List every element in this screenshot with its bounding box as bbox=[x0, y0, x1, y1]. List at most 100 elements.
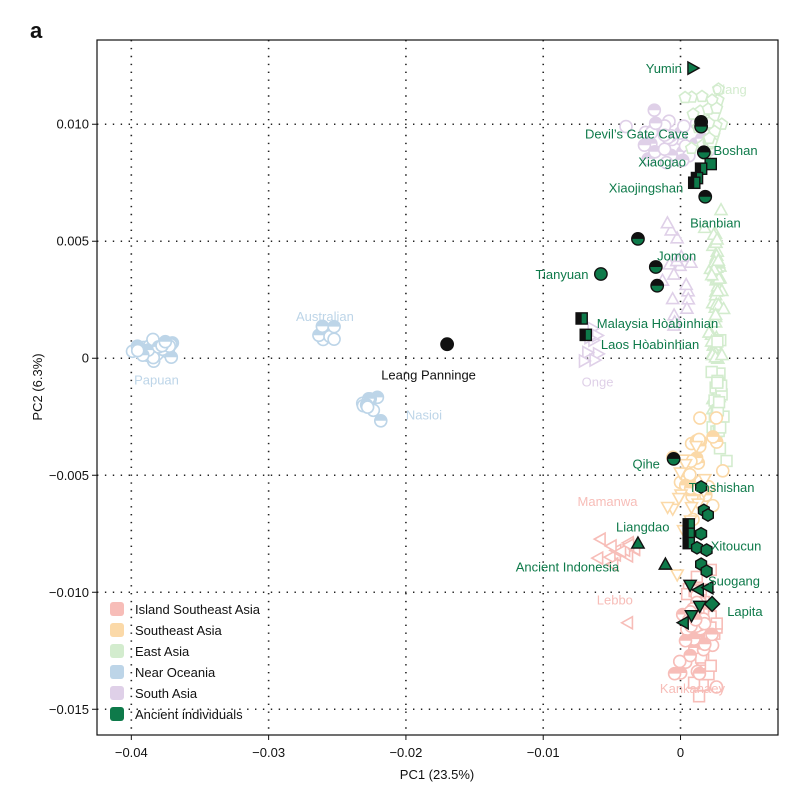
annotation-label: Qihe bbox=[632, 457, 659, 472]
ancient-point bbox=[700, 543, 713, 558]
reference-point-half bbox=[316, 320, 329, 327]
ancient-point bbox=[692, 600, 708, 614]
ancient-point bbox=[695, 479, 708, 495]
reference-point-half bbox=[648, 104, 661, 111]
reference-point-isea bbox=[592, 531, 606, 547]
reference-point-isea bbox=[603, 538, 617, 554]
reference-point-ea bbox=[697, 219, 713, 234]
reference-point-isea bbox=[602, 549, 616, 565]
reference-point-sa bbox=[679, 300, 695, 315]
ancient-point-half bbox=[683, 537, 689, 549]
ancient-point-half bbox=[695, 163, 702, 175]
reference-point-half bbox=[328, 320, 341, 327]
reference-point-sa bbox=[578, 353, 592, 369]
reference-point-sa bbox=[667, 314, 683, 328]
reference-point-sa bbox=[673, 248, 689, 263]
ancient-point-half bbox=[683, 518, 689, 530]
annotation-label: Devil’s Gate Cave bbox=[585, 127, 689, 142]
legend: Island Southeast Asia Southeast Asia East … bbox=[110, 602, 261, 722]
annotation-label: Xiaogao bbox=[638, 155, 686, 170]
ancient-point bbox=[695, 526, 708, 541]
annotations: Yumin Qiang Devil’s Gate Cave Boshan Xiaogao… bbox=[134, 61, 763, 696]
y-tick-label: 0.010 bbox=[56, 117, 89, 132]
reference-point-ea bbox=[704, 267, 720, 281]
ancient-point bbox=[703, 595, 721, 613]
reference-point-ea bbox=[714, 347, 730, 361]
annotation-label: Boshan bbox=[713, 143, 757, 158]
reference-point-ea bbox=[710, 252, 726, 267]
annotation-label: Mamanwa bbox=[578, 494, 639, 509]
legend-label-sea: Southeast Asia bbox=[135, 623, 222, 638]
reference-point-ea bbox=[678, 90, 692, 104]
annotation-label: Leang Panninge bbox=[381, 368, 476, 383]
legend-swatch-no bbox=[110, 665, 124, 679]
reference-point-half bbox=[698, 638, 711, 645]
reference-point-sa bbox=[582, 345, 596, 360]
ancient-point bbox=[700, 564, 713, 579]
legend-swatch-anc bbox=[110, 707, 124, 721]
reference-point-sa bbox=[657, 142, 672, 157]
reference-point-ea bbox=[695, 89, 709, 103]
legend-swatch-sa bbox=[110, 686, 124, 700]
reference-point-half bbox=[676, 154, 689, 161]
legend-label-sa: South Asia bbox=[135, 686, 198, 701]
ancient-point-half bbox=[650, 279, 664, 286]
reference-point-sa bbox=[666, 266, 682, 280]
reference-point-ea bbox=[709, 101, 724, 114]
x-axis-label: PC1 (23.5%) bbox=[400, 767, 474, 782]
legend-swatch-sea bbox=[110, 623, 124, 637]
y-tick-label: −0.005 bbox=[49, 468, 89, 483]
annotation-label: Malaysia Hòabìnhian bbox=[597, 316, 718, 331]
annotation-label: Tanshishan bbox=[689, 480, 755, 495]
annotation-label: Xiaojingshan bbox=[609, 180, 683, 195]
axis-ticks: −0.04 −0.03 −0.02 −0.01 00.0100.0050−0.005−0… bbox=[49, 117, 684, 760]
ancient-point bbox=[682, 579, 698, 593]
reference-point-sea bbox=[693, 411, 707, 425]
y-axis-label: PC2 (6.3%) bbox=[30, 353, 45, 420]
y-tick-label: 0 bbox=[82, 351, 89, 366]
annotation-label: Yumin bbox=[646, 61, 682, 76]
modern-points bbox=[125, 82, 733, 703]
x-tick-label: −0.03 bbox=[252, 745, 285, 760]
ancient-point-half bbox=[649, 260, 663, 267]
reference-point-ea bbox=[711, 376, 724, 389]
plot-frame bbox=[96, 39, 779, 736]
reference-point-sea bbox=[669, 569, 685, 583]
legend-label-no: Near Oceania bbox=[135, 665, 216, 680]
annotation-label: Tianyuan bbox=[536, 267, 589, 282]
reference-point-half bbox=[159, 335, 172, 342]
ancient-point-half bbox=[697, 146, 711, 153]
reference-point-half bbox=[679, 634, 692, 641]
reference-point-ea bbox=[713, 202, 729, 216]
reference-point-sa bbox=[665, 291, 680, 305]
x-tick-label: −0.02 bbox=[389, 745, 422, 760]
ancient-point-half bbox=[576, 312, 582, 325]
reference-point-sa bbox=[619, 119, 633, 134]
reference-point-sea bbox=[715, 463, 730, 478]
reference-point-ea bbox=[716, 300, 731, 315]
ancient-point-half bbox=[694, 120, 708, 127]
reference-point-sa bbox=[669, 230, 685, 244]
reference-point-isea bbox=[672, 654, 687, 669]
reference-point-sea bbox=[709, 411, 724, 425]
annotation-label: Kankanaey bbox=[660, 681, 726, 696]
annotation-label: Nasioi bbox=[406, 407, 442, 422]
reference-point-half bbox=[668, 667, 681, 674]
ancient-point bbox=[701, 507, 714, 523]
ancient-point bbox=[690, 540, 704, 555]
panel-label: a bbox=[30, 18, 43, 43]
reference-point-ea bbox=[702, 131, 716, 145]
annotation-label: Jomon bbox=[657, 248, 696, 263]
reference-point-half bbox=[374, 414, 387, 421]
annotation-label: Papuan bbox=[134, 372, 179, 387]
ancient-point-half bbox=[631, 232, 645, 239]
reference-point-ea bbox=[711, 82, 726, 95]
ancient-point-half bbox=[688, 177, 695, 189]
reference-point-half bbox=[707, 430, 720, 437]
ancient-point bbox=[440, 337, 455, 352]
x-tick-label: −0.04 bbox=[115, 745, 148, 760]
reference-point-ea bbox=[709, 231, 725, 245]
reference-point-isea bbox=[692, 690, 706, 703]
reference-point-isea bbox=[619, 615, 634, 631]
